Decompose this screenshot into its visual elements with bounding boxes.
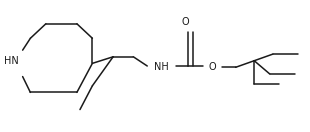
Text: O: O bbox=[182, 17, 189, 27]
Text: O: O bbox=[209, 62, 216, 72]
Text: HN: HN bbox=[4, 56, 19, 66]
Text: NH: NH bbox=[154, 62, 169, 72]
